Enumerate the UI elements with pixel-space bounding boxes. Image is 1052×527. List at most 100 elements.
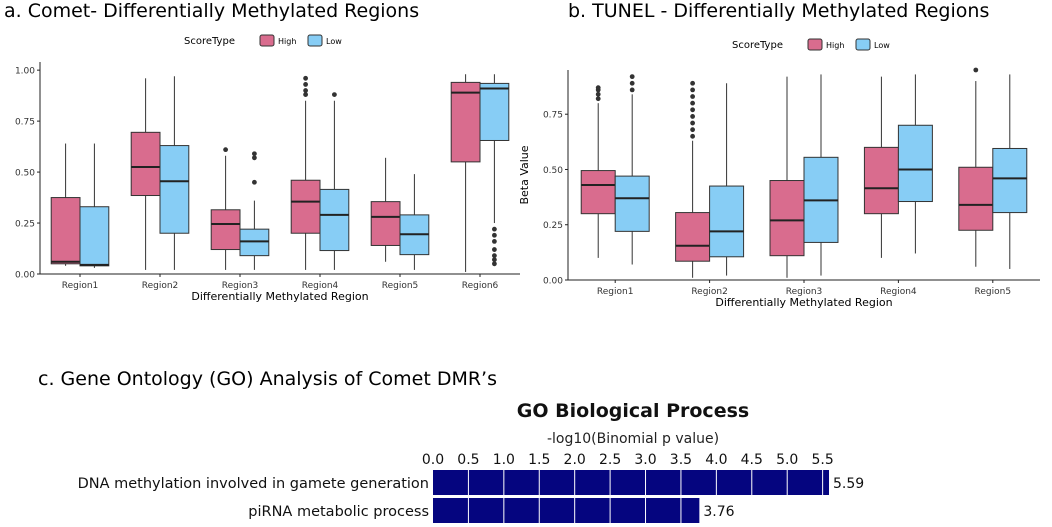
comet-outlier-point: [492, 232, 497, 238]
go-x-axis-title: -log10(Binomial p value): [547, 431, 719, 447]
go-x-tick-label: 1.0: [493, 452, 515, 468]
tunel-x-tick-label: Region4: [880, 287, 917, 297]
comet-y-tick-label: 0.50: [15, 169, 35, 179]
tunel-box-low: [992, 147, 1028, 214]
comet-outlier-point: [252, 151, 257, 157]
go-x-tick-label: 0.5: [457, 452, 479, 468]
tunel-box-high: [675, 212, 711, 262]
comet-x-tick-label: Region6: [462, 281, 499, 291]
go-x-tick-label: 2.0: [564, 452, 586, 468]
tunel-legend-label-low: Low: [874, 41, 890, 50]
comet-outlier-point: [252, 155, 257, 161]
tunel-outlier-point: [690, 100, 696, 106]
comet-outlier-point: [332, 92, 337, 98]
tunel-x-tick-label: Region3: [786, 287, 823, 297]
tunel-outlier-point: [595, 96, 601, 102]
tunel-y-tick-label: 0.25: [543, 221, 563, 231]
go-x-tick-label: 0.0: [422, 452, 444, 468]
tunel-box-high: [958, 166, 994, 231]
go-x-tick-label: 5.0: [776, 452, 798, 468]
comet-box-high: [50, 197, 81, 265]
comet-x-tick-label: Region4: [302, 281, 339, 291]
tunel-y-axis-title: Beta Value: [518, 145, 531, 204]
comet-outlier-point: [303, 82, 308, 87]
comet-x-tick-label: Region1: [62, 281, 99, 291]
tunel-legend-swatch-high: [807, 38, 823, 51]
tunel-outlier-point: [690, 87, 696, 93]
comet-box-high: [210, 209, 241, 251]
comet-outlier-point: [492, 238, 497, 244]
panel-b-title: b. TUNEL - Differentially Methylated Reg…: [568, 0, 990, 22]
tunel-outlier-point: [690, 94, 696, 99]
tunel-y-tick-label: 0.75: [543, 111, 563, 121]
comet-outlier-point: [492, 226, 497, 232]
comet-box-high: [130, 131, 161, 197]
tunel-x-axis-title: Differentially Methylated Region: [715, 296, 892, 309]
comet-outlier-point: [303, 88, 308, 93]
tunel-outlier-point: [690, 80, 696, 86]
tunel-outlier-point: [690, 133, 696, 139]
go-value-label: 5.59: [833, 476, 864, 492]
comet-outlier-point: [303, 92, 308, 98]
go-category-label: piRNA metabolic process: [248, 504, 429, 520]
comet-outlier-point: [492, 257, 497, 263]
tunel-box-high: [863, 146, 899, 215]
tunel-legend-label-high: High: [826, 41, 844, 50]
tunel-outlier-point: [595, 85, 601, 91]
tunel-y-tick-label: 0.50: [543, 166, 563, 176]
comet-box-high: [450, 81, 481, 163]
comet-outlier-point: [252, 179, 257, 185]
tunel-outlier-point: [629, 80, 635, 86]
tunel-x-tick-label: Region5: [975, 287, 1012, 297]
comet-box-low: [79, 206, 110, 267]
panel-c-title: c. Gene Ontology (GO) Analysis of Comet …: [38, 368, 497, 390]
comet-x-axis-title: Differentially Methylated Region: [191, 290, 368, 303]
tunel-box-high: [769, 180, 805, 257]
go-value-label: 3.76: [703, 504, 734, 520]
go-x-tick-label: 2.5: [599, 452, 621, 468]
tunel-outlier-point: [629, 74, 635, 80]
comet-y-tick-label: 0.25: [15, 220, 35, 230]
tunel-outlier-point: [629, 87, 635, 93]
tunel-legend-swatch-low: [855, 38, 871, 51]
comet-outlier-point: [223, 147, 229, 153]
tunel-box-low: [897, 124, 933, 203]
comet-outlier-point: [492, 247, 497, 252]
go-x-tick-label: 1.5: [528, 452, 550, 468]
comet-box-low: [159, 145, 190, 234]
comet-outlier-point: [492, 253, 497, 259]
tunel-outlier-point: [595, 91, 601, 97]
tunel-outlier-point: [690, 114, 696, 119]
tunel-box-low: [709, 185, 745, 258]
comet-y-tick-label: 0.75: [15, 118, 35, 128]
go-bar: [433, 498, 700, 523]
tunel-x-tick-label: Region2: [691, 287, 728, 297]
comet-y-axis-title: Beta Value: [0, 138, 3, 197]
go-x-tick-label: 3.5: [670, 452, 692, 468]
comet-legend-swatch-low: [307, 34, 323, 47]
tunel-x-tick-label: Region1: [597, 287, 634, 297]
tunel-box-high: [580, 170, 616, 215]
panel-a-title: a. Comet- Differentially Methylated Regi…: [4, 0, 420, 22]
comet-x-tick-label: Region3: [222, 281, 259, 291]
comet-legend-swatch-high: [259, 34, 275, 47]
comet-outlier-point: [492, 261, 497, 267]
comet-box-high: [290, 179, 321, 234]
tunel-outlier-point: [690, 107, 696, 113]
comet-legend-label-high: High: [278, 37, 296, 46]
go-bar: [433, 470, 829, 495]
tunel-legend-title: ScoreType: [732, 40, 783, 51]
go-chart-title: GO Biological Process: [517, 400, 749, 422]
comet-y-tick-label: 1.00: [15, 67, 35, 77]
comet-x-tick-label: Region2: [142, 281, 179, 291]
comet-legend-title: ScoreType: [184, 36, 235, 47]
tunel-outlier-point: [973, 67, 979, 73]
tunel-y-tick-label: 0.00: [543, 277, 563, 287]
go-x-tick-label: 4.0: [705, 452, 727, 468]
go-x-tick-label: 5.5: [811, 452, 833, 468]
comet-box-low: [239, 228, 270, 257]
go-category-label: DNA methylation involved in gamete gener…: [78, 476, 429, 492]
tunel-outlier-point: [690, 120, 696, 126]
go-x-tick-label: 4.5: [741, 452, 763, 468]
